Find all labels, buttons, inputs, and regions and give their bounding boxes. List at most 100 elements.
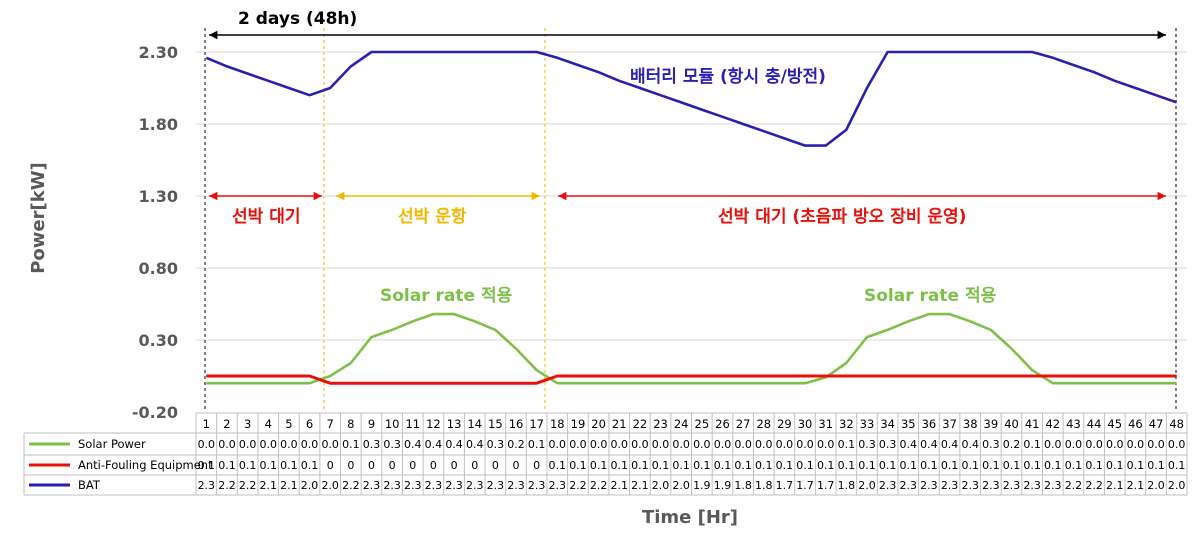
data-label: 0.0 bbox=[1044, 438, 1062, 451]
data-label: 0.4 bbox=[425, 438, 443, 451]
data-label: 0.1 bbox=[1023, 438, 1041, 451]
data-label: 2.3 bbox=[528, 479, 546, 492]
data-label: 0 bbox=[471, 459, 478, 472]
data-label: 2.2 bbox=[239, 479, 257, 492]
x-tick-label: 14 bbox=[467, 417, 482, 431]
data-label: 0.1 bbox=[1065, 459, 1083, 472]
x-tick-label: 23 bbox=[653, 417, 668, 431]
data-label: 0 bbox=[492, 459, 499, 472]
x-tick-label: 40 bbox=[1004, 417, 1019, 431]
x-tick-label: 15 bbox=[488, 417, 503, 431]
x-tick-label: 7 bbox=[327, 417, 334, 431]
x-tick-label: 35 bbox=[901, 417, 916, 431]
y-tick-label: 0.30 bbox=[139, 331, 178, 350]
data-label: 0.3 bbox=[487, 438, 505, 451]
data-label: 0.0 bbox=[260, 438, 278, 451]
data-label: 0.0 bbox=[652, 438, 670, 451]
solar2-label: Solar rate 적용 bbox=[864, 286, 997, 306]
data-label: 1.9 bbox=[693, 479, 711, 492]
x-tick-label: 16 bbox=[509, 417, 524, 431]
data-label: 0.1 bbox=[1085, 459, 1103, 472]
data-label: 2.2 bbox=[342, 479, 360, 492]
data-label: 2.3 bbox=[425, 479, 443, 492]
data-label: 2.3 bbox=[1023, 479, 1041, 492]
data-label: 0.0 bbox=[280, 438, 298, 451]
data-label: 0 bbox=[513, 459, 520, 472]
data-label: 2.2 bbox=[1085, 479, 1103, 492]
data-label: 1.7 bbox=[796, 479, 814, 492]
x-tick-label: 29 bbox=[777, 417, 792, 431]
arrowhead bbox=[209, 191, 218, 201]
data-label: 2.3 bbox=[363, 479, 381, 492]
data-label: 0.3 bbox=[858, 438, 876, 451]
data-label: 2.2 bbox=[569, 479, 587, 492]
x-tick-label: 47 bbox=[1149, 417, 1164, 431]
data-label: 0.2 bbox=[507, 438, 525, 451]
data-label: 1.8 bbox=[755, 479, 773, 492]
data-label: 0.0 bbox=[672, 438, 690, 451]
y-axis: 2.30 1.80 1.30 0.80 0.30 -0.20 bbox=[132, 43, 178, 422]
x-tick-label: 10 bbox=[385, 417, 400, 431]
data-label: 0 bbox=[451, 459, 458, 472]
data-label: 0.1 bbox=[1127, 459, 1145, 472]
data-label: 2.1 bbox=[1127, 479, 1145, 492]
data-label: 0.0 bbox=[218, 438, 236, 451]
x-tick-label: 26 bbox=[715, 417, 730, 431]
data-label: 2.1 bbox=[631, 479, 649, 492]
x-tick-label: 3 bbox=[244, 417, 251, 431]
x-tick-label: 45 bbox=[1107, 417, 1122, 431]
x-tick-label: 34 bbox=[880, 417, 895, 431]
data-label: 0.0 bbox=[239, 438, 257, 451]
data-label: 0.1 bbox=[941, 459, 959, 472]
period-dividers bbox=[204, 28, 1177, 412]
data-label: 2.1 bbox=[260, 479, 278, 492]
data-label: 0.1 bbox=[1044, 459, 1062, 472]
data-label: 0.1 bbox=[1106, 459, 1124, 472]
data-label: 2.2 bbox=[218, 479, 236, 492]
data-label: 0.1 bbox=[672, 459, 690, 472]
data-label: 0.0 bbox=[549, 438, 567, 451]
arrowhead bbox=[531, 191, 540, 201]
legend-label: Solar Power bbox=[78, 437, 146, 451]
data-label: 0.1 bbox=[1147, 459, 1165, 472]
data-label: 0.1 bbox=[838, 438, 856, 451]
data-label: 2.0 bbox=[301, 479, 319, 492]
data-label: 1.8 bbox=[734, 479, 752, 492]
data-label: 2.3 bbox=[1003, 479, 1021, 492]
data-label: 0.1 bbox=[1003, 459, 1021, 472]
data-label: 2.0 bbox=[858, 479, 876, 492]
data-label: 2.3 bbox=[961, 479, 979, 492]
x-tick-label: 6 bbox=[306, 417, 313, 431]
data-label: 0.1 bbox=[817, 459, 835, 472]
data-label: 2.3 bbox=[404, 479, 422, 492]
arrowhead bbox=[1157, 30, 1166, 40]
y-axis-label: Power[kW] bbox=[28, 162, 49, 274]
data-label: 0.3 bbox=[383, 438, 401, 451]
data-label: 2.3 bbox=[1044, 479, 1062, 492]
data-label: 0 bbox=[368, 459, 375, 472]
data-table: 1 2 3 4 5 6 7 8 9 10 11 12 13 14 15 16 17 18 19 20 21 22 23 24 2… bbox=[23, 412, 1188, 496]
period-label: 2 days (48h) bbox=[238, 9, 357, 29]
data-label: 0.4 bbox=[920, 438, 938, 451]
data-label: 0.0 bbox=[569, 438, 587, 451]
legend-label: BAT bbox=[78, 478, 101, 492]
x-tick-label: 24 bbox=[674, 417, 689, 431]
x-tick-label: 38 bbox=[963, 417, 978, 431]
data-label: 0.1 bbox=[920, 459, 938, 472]
y-tick-label: 2.30 bbox=[139, 43, 178, 62]
data-label: 2.3 bbox=[383, 479, 401, 492]
data-label: 0.1 bbox=[280, 459, 298, 472]
data-label: 0.0 bbox=[301, 438, 319, 451]
solar1-label: Solar rate 적용 bbox=[380, 286, 513, 306]
x-tick-label: 31 bbox=[818, 417, 833, 431]
data-label: 0 bbox=[347, 459, 354, 472]
data-label: 0 bbox=[327, 459, 334, 472]
y-tick-label: -0.20 bbox=[132, 403, 178, 422]
data-label: 0.1 bbox=[569, 459, 587, 472]
data-label: 0.0 bbox=[321, 438, 339, 451]
data-label: 0.1 bbox=[858, 459, 876, 472]
x-tick-label: 30 bbox=[798, 417, 813, 431]
x-tick-label: 22 bbox=[633, 417, 648, 431]
data-label: 0.1 bbox=[218, 459, 236, 472]
data-label: 2.0 bbox=[652, 479, 670, 492]
